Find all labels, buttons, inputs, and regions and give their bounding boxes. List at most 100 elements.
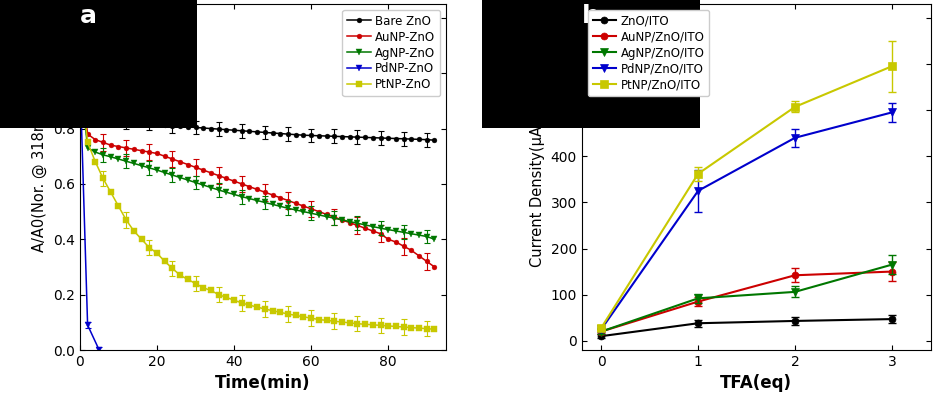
Legend: Bare ZnO, AuNP-ZnO, AgNP-ZnO, PdNP-ZnO, PtNP-ZnO: Bare ZnO, AuNP-ZnO, AgNP-ZnO, PdNP-ZnO, … xyxy=(342,10,440,96)
Text: a: a xyxy=(80,4,97,28)
Bare ZnO xyxy=(352,135,363,140)
AuNP-ZnO xyxy=(368,228,379,233)
AuNP-ZnO xyxy=(221,176,232,181)
AgNP-ZnO xyxy=(120,159,132,164)
AuNP-ZnO xyxy=(175,159,186,164)
PtNP-ZnO xyxy=(190,281,201,286)
PtNP-ZnO xyxy=(429,327,440,332)
PtNP-ZnO xyxy=(82,140,93,145)
AuNP/ZnO/ITO xyxy=(790,273,801,278)
ZnO/ITO xyxy=(886,317,898,322)
PdNP-ZnO xyxy=(74,71,86,76)
AuNP-ZnO xyxy=(82,132,93,136)
PtNP-ZnO xyxy=(368,322,379,327)
PtNP-ZnO xyxy=(252,305,263,310)
AuNP-ZnO xyxy=(359,226,370,231)
PtNP-ZnO xyxy=(221,295,232,300)
AuNP-ZnO xyxy=(344,220,355,225)
AuNP-ZnO xyxy=(105,143,117,148)
Bare ZnO xyxy=(298,133,309,138)
PtNP-ZnO xyxy=(344,320,355,325)
PtNP-ZnO xyxy=(282,312,293,316)
PtNP-ZnO xyxy=(406,325,417,330)
AuNP-ZnO xyxy=(282,198,293,203)
PtNP/ZnO/ITO xyxy=(693,171,704,176)
PtNP-ZnO xyxy=(313,317,324,322)
AuNP-ZnO xyxy=(243,184,255,189)
PdNP/ZnO/ITO xyxy=(790,135,801,140)
Bare ZnO xyxy=(190,125,201,130)
Bare ZnO xyxy=(414,137,425,142)
AuNP-ZnO xyxy=(74,71,86,76)
PtNP-ZnO xyxy=(390,324,401,329)
PtNP-ZnO xyxy=(274,310,286,315)
AuNP-ZnO xyxy=(113,144,124,149)
AgNP-ZnO xyxy=(383,227,394,232)
AuNP-ZnO xyxy=(144,150,155,154)
AgNP-ZnO xyxy=(290,208,302,212)
PtNP-ZnO xyxy=(205,288,216,293)
AuNP-ZnO xyxy=(228,179,240,184)
AgNP-ZnO xyxy=(89,150,101,154)
AgNP-ZnO xyxy=(98,152,109,157)
PtNP-ZnO xyxy=(306,316,317,320)
AgNP-ZnO xyxy=(352,221,363,226)
AuNP/ZnO/ITO xyxy=(596,329,607,334)
Line: PdNP-ZnO: PdNP-ZnO xyxy=(77,70,102,353)
PtNP-ZnO xyxy=(175,273,186,278)
Bare ZnO xyxy=(151,122,163,127)
PtNP/ZnO/ITO xyxy=(596,326,607,330)
Bare ZnO xyxy=(337,134,348,139)
AgNP-ZnO xyxy=(344,219,355,224)
PtNP/ZnO/ITO xyxy=(790,104,801,109)
AgNP-ZnO xyxy=(213,188,225,192)
AuNP-ZnO xyxy=(306,206,317,211)
Bare ZnO xyxy=(383,136,394,141)
PtNP-ZnO xyxy=(74,71,86,76)
AgNP/ZnO/ITO xyxy=(693,296,704,301)
AuNP-ZnO xyxy=(429,264,440,269)
AuNP-ZnO xyxy=(128,147,139,152)
AgNP-ZnO xyxy=(82,146,93,150)
Line: PtNP-ZnO: PtNP-ZnO xyxy=(77,70,437,332)
AgNP-ZnO xyxy=(74,71,86,76)
AuNP-ZnO xyxy=(390,240,401,244)
AgNP-ZnO xyxy=(136,163,148,168)
AgNP-ZnO xyxy=(368,224,379,229)
PtNP-ZnO xyxy=(144,245,155,250)
Legend: ZnO/ITO, AuNP/ZnO/ITO, AgNP/ZnO/ITO, PdNP/ZnO/ITO, PtNP/ZnO/ITO: ZnO/ITO, AuNP/ZnO/ITO, AgNP/ZnO/ITO, PdN… xyxy=(588,10,710,96)
Line: ZnO/ITO: ZnO/ITO xyxy=(598,316,895,340)
X-axis label: TFA(eq): TFA(eq) xyxy=(720,374,792,392)
AuNP-ZnO xyxy=(313,209,324,214)
AgNP-ZnO xyxy=(321,214,332,219)
Bare ZnO xyxy=(228,128,240,133)
AgNP-ZnO xyxy=(390,228,401,233)
Y-axis label: A/A0(Nor. @ 318nm): A/A0(Nor. @ 318nm) xyxy=(32,102,48,252)
AgNP-ZnO xyxy=(375,226,386,231)
AgNP-ZnO xyxy=(298,209,309,214)
AuNP-ZnO xyxy=(267,192,278,197)
AgNP-ZnO xyxy=(228,192,240,197)
Bare ZnO xyxy=(243,129,255,134)
Bare ZnO xyxy=(113,118,124,123)
AuNP-ZnO xyxy=(274,195,286,200)
Bare ZnO xyxy=(313,133,324,138)
AgNP-ZnO xyxy=(144,166,155,170)
Y-axis label: Current Density(μA/cm²): Current Density(μA/cm²) xyxy=(530,87,545,267)
PtNP-ZnO xyxy=(228,298,240,302)
Bare ZnO xyxy=(252,130,263,134)
Line: AgNP-ZnO: AgNP-ZnO xyxy=(77,70,438,242)
AgNP-ZnO xyxy=(306,211,317,216)
AuNP-ZnO xyxy=(252,187,263,192)
AuNP-ZnO xyxy=(197,168,209,172)
AuNP-ZnO xyxy=(398,244,409,248)
AgNP-ZnO xyxy=(406,231,417,236)
AuNP-ZnO xyxy=(236,182,247,186)
AgNP-ZnO xyxy=(414,233,425,238)
Bare ZnO xyxy=(205,126,216,131)
PdNP/ZnO/ITO xyxy=(693,188,704,193)
Bare ZnO xyxy=(82,108,93,113)
Bare ZnO xyxy=(159,123,170,128)
Bare ZnO xyxy=(359,135,370,140)
PtNP-ZnO xyxy=(182,277,194,282)
